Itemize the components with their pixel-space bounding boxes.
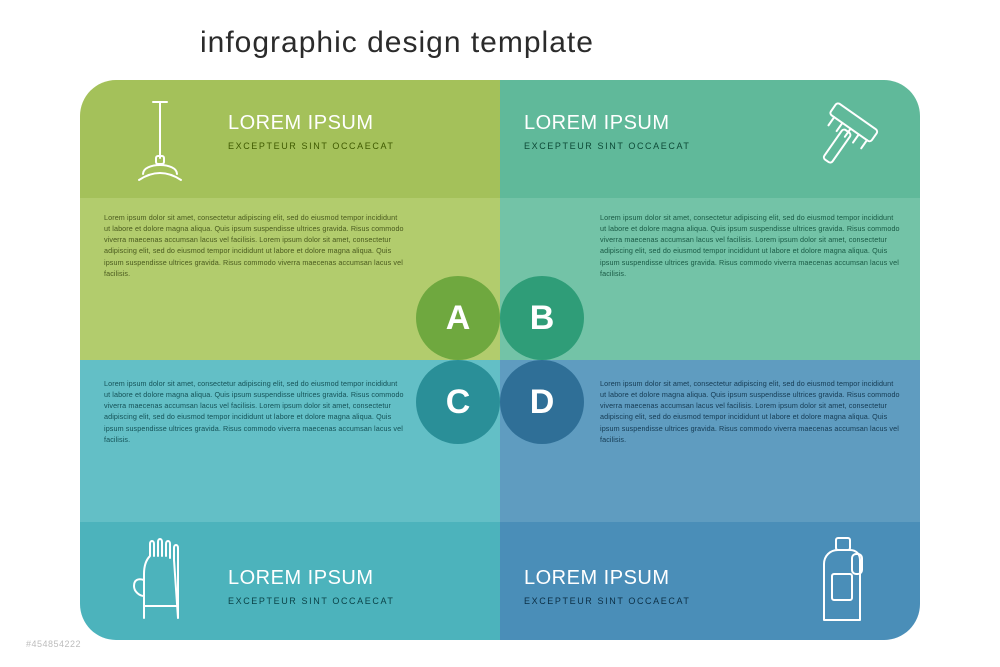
card-a-title: LOREM IPSUM xyxy=(228,112,395,135)
page-title: infographic design template xyxy=(200,26,594,60)
glove-icon xyxy=(110,528,210,628)
detergent-bottle-icon xyxy=(790,528,890,628)
card-c-title: LOREM IPSUM xyxy=(228,567,395,590)
stage: infographic design template LOREM IP xyxy=(0,0,1000,667)
card-a-heading: LOREM IPSUM EXCEPTEUR SINT OCCAECAT xyxy=(228,112,395,151)
card-a-body-text: Lorem ipsum dolor sit amet, consectetur … xyxy=(104,212,404,279)
squeegee-icon xyxy=(790,92,890,192)
card-b-heading: LOREM IPSUM EXCEPTEUR SINT OCCAECAT xyxy=(524,112,691,151)
card-d-body-text: Lorem ipsum dolor sit amet, consectetur … xyxy=(600,378,900,445)
card-d-heading: LOREM IPSUM EXCEPTEUR SINT OCCAECAT xyxy=(524,567,691,606)
badge-c: C xyxy=(416,360,500,444)
plunger-icon xyxy=(110,92,210,192)
card-c-body-text: Lorem ipsum dolor sit amet, consectetur … xyxy=(104,378,404,445)
card-a-subtitle: EXCEPTEUR SINT OCCAECAT xyxy=(228,141,395,151)
card-b-title: LOREM IPSUM xyxy=(524,112,691,135)
infographic-grid: LOREM IPSUM EXCEPTEUR SINT OCCAECAT Lore… xyxy=(80,80,920,640)
card-c-heading: LOREM IPSUM EXCEPTEUR SINT OCCAECAT xyxy=(228,567,395,606)
card-d-title: LOREM IPSUM xyxy=(524,567,691,590)
watermark-text: #454854222 xyxy=(26,639,81,649)
badge-b: B xyxy=(500,276,584,360)
card-d-subtitle: EXCEPTEUR SINT OCCAECAT xyxy=(524,596,691,606)
badge-d: D xyxy=(500,360,584,444)
card-b-body-text: Lorem ipsum dolor sit amet, consectetur … xyxy=(600,212,900,279)
badge-a: A xyxy=(416,276,500,360)
card-b-subtitle: EXCEPTEUR SINT OCCAECAT xyxy=(524,141,691,151)
card-c-subtitle: EXCEPTEUR SINT OCCAECAT xyxy=(228,596,395,606)
